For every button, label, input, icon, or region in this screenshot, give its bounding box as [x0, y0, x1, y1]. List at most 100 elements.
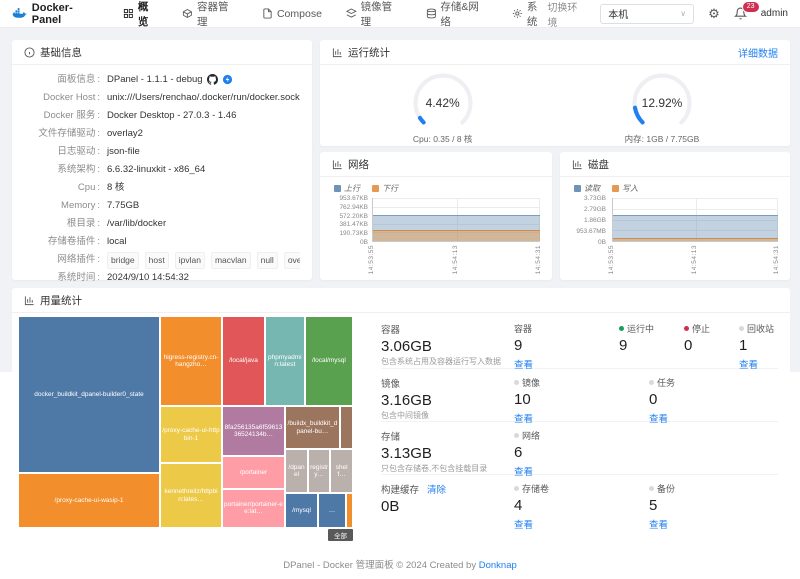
- disk-legend: 读取 写入: [568, 183, 782, 194]
- view-tasks-link[interactable]: 查看: [649, 414, 669, 425]
- run-stats-card: 运行统计 详细数据 4.42% Cpu: 0.35 / 8 核 12.92%: [320, 40, 790, 146]
- compose-icon: [263, 8, 272, 19]
- main-menu: 概览 容器管理 Compose 镜像管理 存储&网络 系统: [123, 0, 547, 29]
- cpu-caption: Cpu: 0.35 / 8 核: [412, 134, 473, 144]
- memory-caption: 内存: 1GB / 7.75GB: [624, 134, 700, 144]
- tasks-dot: [649, 380, 654, 385]
- images-size: 3.16GB: [381, 392, 432, 409]
- legend-swatch-read: [574, 185, 581, 192]
- cpu-percent: 4.42%: [425, 96, 460, 110]
- network-plugins: bridge host ipvlan macvlan null overlay: [107, 252, 300, 269]
- detail-data-link[interactable]: 详细数据: [738, 48, 778, 60]
- memory-percent: 12.92%: [641, 96, 683, 110]
- user-menu[interactable]: admin: [760, 8, 788, 19]
- treemap-tile[interactable]: /proxy-cache-ui-wasip-1: [18, 472, 161, 528]
- treemap-tile[interactable]: shelf…: [330, 448, 353, 494]
- menu-item-compose[interactable]: Compose: [262, 8, 322, 20]
- environment-select-value: 本机: [608, 10, 629, 21]
- disk-plot: 3.73GB 2.79GB 1.86GB 953.67MB 0B 14:53:5…: [576, 195, 780, 275]
- legend-swatch-write: [612, 185, 619, 192]
- disk-chart-title: 磁盘: [588, 158, 609, 171]
- download-area-series: [373, 230, 540, 241]
- view-containers-link[interactable]: 查看: [514, 360, 534, 371]
- image-layers-icon: [345, 8, 357, 18]
- legend-swatch-upload: [334, 185, 341, 192]
- storage-size: 3.13GB: [381, 445, 432, 462]
- usage-treemap: docker_buildkit_dpanel-builder0_state /p…: [18, 316, 353, 541]
- info-circle-icon: [24, 46, 35, 58]
- gear-icon: [513, 9, 522, 18]
- legend-swatch-download: [372, 185, 379, 192]
- notification-badge: 23: [741, 1, 760, 13]
- view-volumes-link[interactable]: 查看: [514, 520, 534, 531]
- docker-host-value: unix:///Users/renchao/.docker/run/docker…: [107, 92, 300, 103]
- chevron-down-icon: ∨: [680, 9, 687, 18]
- menu-item-containers[interactable]: 容器管理: [182, 0, 238, 29]
- container-icon: [183, 8, 193, 19]
- usage-stats: 容器 3.06GB 包含系统占用及容器运行写入数据 容器 9 查看 运行中 9: [381, 315, 778, 531]
- notifications-button[interactable]: 23: [733, 1, 760, 20]
- treemap-tile[interactable]: [345, 493, 353, 528]
- menu-item-storage-network[interactable]: 存储&网络: [426, 0, 489, 29]
- view-images-link[interactable]: 查看: [514, 414, 534, 425]
- treemap-tile[interactable]: /proxy-cache-ui-httpbin-1: [160, 406, 222, 464]
- treemap-tile[interactable]: registry…: [308, 448, 331, 494]
- panel-version: DPanel - 1.1.1 - debug: [107, 74, 203, 85]
- usage-row-images: 镜像 3.16GB 包含中间镜像 镜像 10 查看 任务 0 查看: [381, 368, 778, 425]
- menu-item-overview[interactable]: 概览: [123, 0, 158, 29]
- disk-chart-card: 磁盘 读取 写入 3.73GB 2.79GB 1.86GB 953.67MB 0…: [560, 152, 790, 280]
- view-networks-link[interactable]: 查看: [514, 467, 534, 478]
- treemap-tile[interactable]: portainer/portainer-ee:lat…: [222, 488, 285, 528]
- network-plot: 953.67KB 762.94KB 572.20KB 381.47KB 190.…: [339, 195, 542, 275]
- read-area-series: [613, 215, 778, 241]
- app-title: Docker-Panel: [31, 1, 73, 26]
- memory-gauge: 12.92%: [630, 71, 694, 135]
- treemap-tile[interactable]: /buildx_buildkit_dpanel-bu…: [284, 406, 340, 449]
- treemap-tile[interactable]: /mysql: [284, 493, 319, 528]
- debug-icon[interactable]: [222, 74, 233, 85]
- menu-item-images[interactable]: 镜像管理: [345, 0, 402, 29]
- treemap-tile[interactable]: /dpanel: [284, 448, 309, 494]
- environment-select[interactable]: 本机 ∨: [600, 3, 695, 24]
- treemap-tile[interactable]: [339, 406, 353, 449]
- treemap-tile[interactable]: docker_buildkit_dpanel-builder0_state: [18, 316, 161, 473]
- usage-card: 用量统计 docker_buildkit_dpanel-builder0_sta…: [12, 288, 790, 541]
- treemap-tile[interactable]: …: [318, 493, 346, 528]
- clear-build-cache-link[interactable]: 清除: [427, 485, 447, 496]
- treemap-tile[interactable]: /local/java: [222, 316, 265, 407]
- overview-icon: [124, 9, 133, 18]
- view-backups-link[interactable]: 查看: [649, 520, 669, 531]
- volumes-dot: [514, 486, 519, 491]
- env-switch-label: 切换环境: [547, 2, 578, 29]
- github-icon[interactable]: [206, 74, 218, 85]
- docker-version-value: Docker Desktop - 27.0.3 - 1.46: [107, 110, 237, 121]
- bar-chart-icon: [332, 47, 342, 57]
- recycle-status-dot: [739, 326, 744, 331]
- treemap-tile[interactable]: 8fa256135a6f5961336524134b…: [222, 406, 285, 456]
- build-cache-size: 0B: [381, 498, 400, 515]
- treemap-tile[interactable]: /portainer: [222, 455, 285, 489]
- network-chart-card: 网络 上行 下行 953.67KB 762.94KB 572.20KB 381.…: [320, 152, 552, 280]
- treemap-tile[interactable]: higress-registry.cn-hangzho…: [160, 316, 222, 407]
- treemap-tile[interactable]: /local/mysql: [304, 316, 353, 407]
- network-chart-title: 网络: [348, 158, 369, 171]
- settings-button[interactable]: ⚙: [708, 7, 720, 20]
- basic-info-title: 基础信息: [40, 46, 82, 59]
- treemap-breadcrumb[interactable]: 全部: [328, 529, 353, 541]
- menu-item-system[interactable]: 系统: [512, 0, 547, 29]
- usage-row-containers: 容器 3.06GB 包含系统占用及容器运行写入数据 容器 9 查看 运行中 9: [381, 324, 775, 371]
- images-dot: [514, 380, 519, 385]
- settings-gear-icon: ⚙: [708, 6, 720, 21]
- usage-row-build-cache: 构建缓存 清除 0B 存储卷 4 查看 备份 5 查看: [381, 474, 778, 531]
- containers-size: 3.06GB: [381, 338, 432, 355]
- footer: DPanel - Docker 管理面板 © 2024 Created by D…: [283, 560, 517, 571]
- app-logo[interactable]: Docker-Panel: [12, 2, 101, 26]
- treemap-tile[interactable]: phpmyadmin:latest: [264, 316, 305, 407]
- stopped-status-dot: [684, 326, 689, 331]
- view-recycle-link[interactable]: 查看: [739, 360, 759, 371]
- bar-chart-icon: [24, 295, 34, 305]
- donknap-link[interactable]: Donknap: [478, 560, 517, 571]
- treemap-tile[interactable]: kennethreitz/httpbin:lates…: [160, 463, 222, 528]
- write-area-series: [613, 238, 778, 241]
- bar-chart-icon: [572, 159, 582, 169]
